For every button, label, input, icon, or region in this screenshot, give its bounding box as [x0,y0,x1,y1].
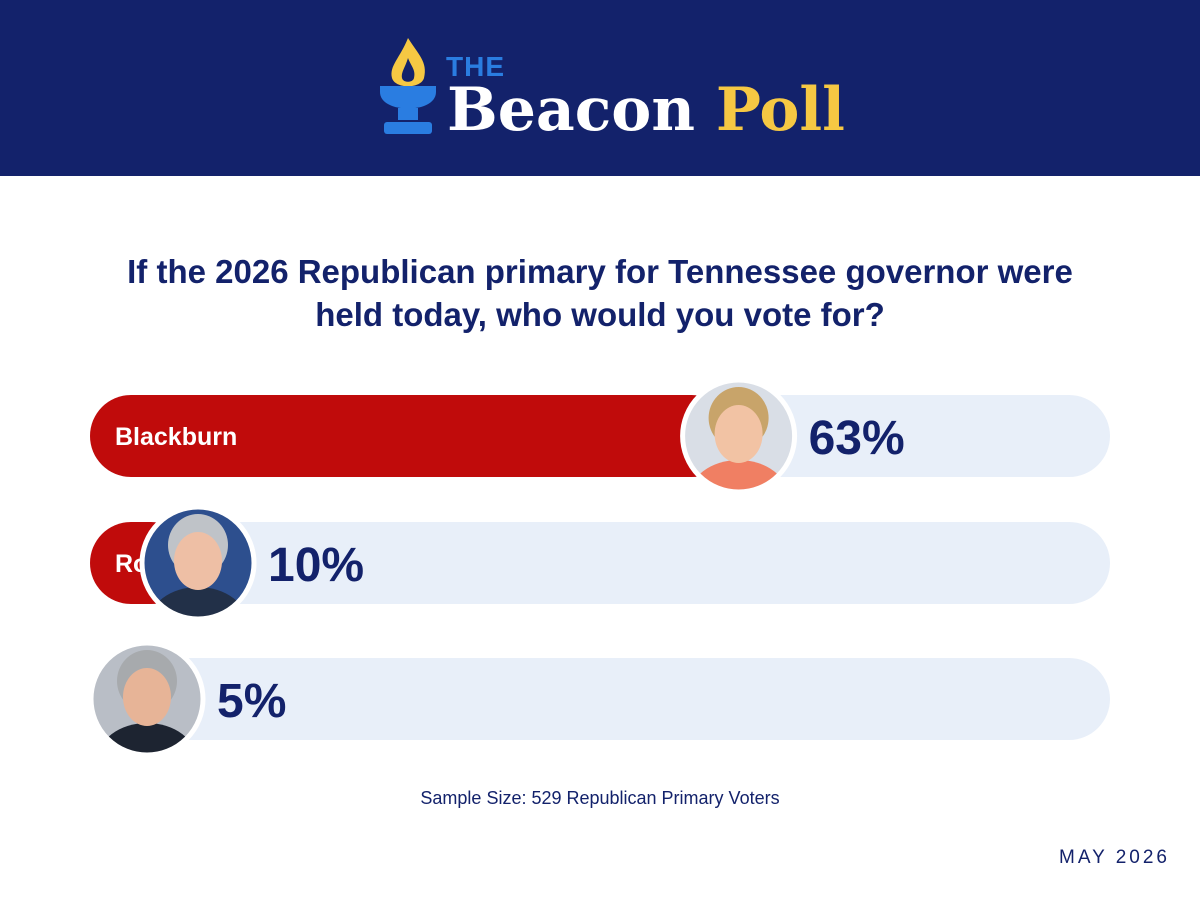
sample-size-note: Sample Size: 529 Republican Primary Vote… [420,788,780,808]
bar-label: Blackburn [115,423,237,451]
bar [90,395,733,477]
value-label: 5% [217,675,286,728]
logo-the-text: THE [446,51,505,82]
logo-name-accent: Poll [715,75,845,145]
value-label: 10% [268,539,364,592]
bar-track [90,658,1110,740]
bar-track [90,522,1110,604]
torch-icon [380,38,436,134]
chart-title: If the 2026 Republican primary for Tenne… [127,253,1073,333]
value-label: 63% [809,412,905,465]
header-banner: THE Beacon Poll [0,0,1200,176]
poll-date: MAY 2026 [1059,847,1170,868]
fritts-photo-icon [88,640,206,758]
logo-name-main: Beacon [447,75,695,145]
logo-wordmark: Beacon Poll [447,74,845,146]
rose-photo-icon [139,504,257,622]
blackburn-photo-icon [680,377,798,495]
